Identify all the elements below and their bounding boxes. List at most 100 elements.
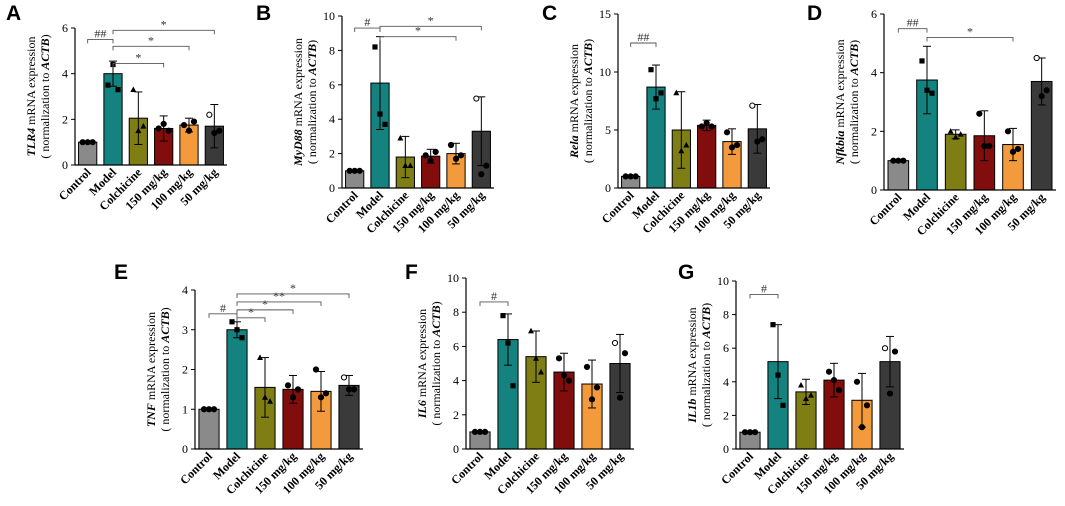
data-point: [1038, 93, 1045, 100]
data-point: [658, 90, 664, 96]
data-point: [947, 128, 954, 134]
data-point: [216, 127, 223, 134]
label-text: ( normalization to: [699, 338, 713, 427]
y-tick-label: 0: [605, 181, 611, 195]
y-axis-label: TLR4 mRNA expression: [24, 36, 38, 156]
significance-bracket: [112, 29, 215, 35]
data-point: [835, 387, 843, 394]
panel-letter: G: [678, 261, 694, 284]
bar-colchicine: [944, 133, 967, 191]
panel-letter: F: [405, 261, 418, 284]
data-point: [155, 125, 162, 132]
data-point: [924, 87, 930, 93]
data-point: [1009, 148, 1017, 155]
significance-label: *: [248, 305, 254, 319]
data-point: [160, 120, 167, 128]
significance-label: *: [290, 281, 296, 295]
y-tick-label: 0: [329, 181, 335, 195]
label-text: ): [305, 40, 319, 44]
label-text: mRNA expression: [291, 38, 305, 129]
y-axis-label-normalization: ( normalization to ACTB): [699, 303, 713, 427]
data-point: [863, 402, 871, 409]
data-point: [723, 129, 731, 136]
data-point: [759, 136, 766, 143]
data-point: [239, 335, 245, 341]
label-text: ): [38, 34, 52, 38]
data-point: [234, 327, 240, 333]
data-point: [583, 363, 591, 371]
data-point: [1004, 128, 1012, 135]
data-point: [322, 390, 330, 397]
data-point: [1014, 145, 1022, 153]
significance-bracket: [87, 38, 114, 44]
data-point: [229, 319, 235, 325]
data-point: [340, 374, 348, 381]
label-text: ( normalization to: [581, 74, 595, 163]
y-tick-label: 1: [182, 402, 188, 416]
data-point: [317, 394, 325, 401]
y-axis-label-normalization: ( normalization to ACTB): [38, 34, 52, 158]
y-tick-label: 8: [453, 305, 459, 319]
data-point: [678, 147, 685, 154]
data-point: [533, 355, 539, 361]
y-tick-label: 4: [453, 374, 459, 388]
data-point: [648, 67, 654, 73]
data-point: [890, 157, 897, 164]
label-text: ( normalization to: [305, 75, 319, 164]
y-tick-label: 0: [182, 442, 188, 456]
label-text: ( normalization to: [38, 70, 52, 159]
data-point: [483, 162, 490, 169]
data-point: [257, 354, 263, 360]
y-axis-label-normalization: ( normalization to ACTB): [158, 307, 172, 431]
y-axis-label-normalization: ( normalization to ACTB): [429, 301, 443, 425]
data-point: [262, 394, 268, 400]
significance-label: *: [428, 13, 434, 27]
data-point: [427, 157, 434, 164]
data-point: [471, 428, 479, 435]
data-point: [775, 372, 781, 378]
data-point: [741, 429, 749, 436]
significance-label: #: [220, 301, 226, 315]
label-text: mRNA expression: [24, 36, 38, 127]
data-point: [422, 152, 429, 159]
data-point: [346, 167, 353, 174]
significance-label: #: [364, 15, 370, 29]
data-point: [89, 139, 96, 146]
data-point: [372, 44, 378, 50]
data-point: [115, 87, 121, 93]
significance-label: *: [262, 297, 268, 311]
y-tick-label: 2: [453, 408, 459, 422]
data-point: [803, 395, 809, 401]
label-text: ( normalization to: [429, 337, 443, 426]
reference-gene: ACTB: [305, 44, 319, 76]
data-point: [808, 392, 814, 398]
significance-bracket: [236, 309, 294, 314]
data-point: [886, 390, 894, 397]
y-axis-label-normalization: ( normalization to ACTB): [305, 40, 319, 164]
data-point: [919, 58, 925, 64]
data-point: [798, 381, 804, 388]
data-point: [210, 406, 218, 413]
y-tick-label: 4: [182, 283, 188, 297]
data-point: [611, 339, 619, 347]
significance-bracket: [208, 313, 238, 318]
data-point: [135, 127, 142, 134]
data-point: [432, 148, 439, 155]
reference-gene: ACTB: [158, 311, 172, 343]
data-point: [351, 167, 358, 174]
data-point: [708, 123, 715, 130]
bar-150-mg-kg: [697, 124, 717, 189]
y-tick-label: 4: [871, 66, 877, 80]
significance-bracket: [236, 293, 350, 298]
y-axis-label: IL1b mRNA expression: [685, 307, 699, 423]
y-tick-label: 8: [329, 43, 335, 57]
significance-label: **: [273, 289, 285, 303]
data-point: [267, 398, 273, 404]
data-point: [858, 424, 866, 431]
data-point: [733, 141, 741, 149]
y-tick-label: 8: [723, 308, 729, 322]
data-point: [473, 95, 480, 102]
reference-gene: ACTB: [581, 43, 595, 75]
